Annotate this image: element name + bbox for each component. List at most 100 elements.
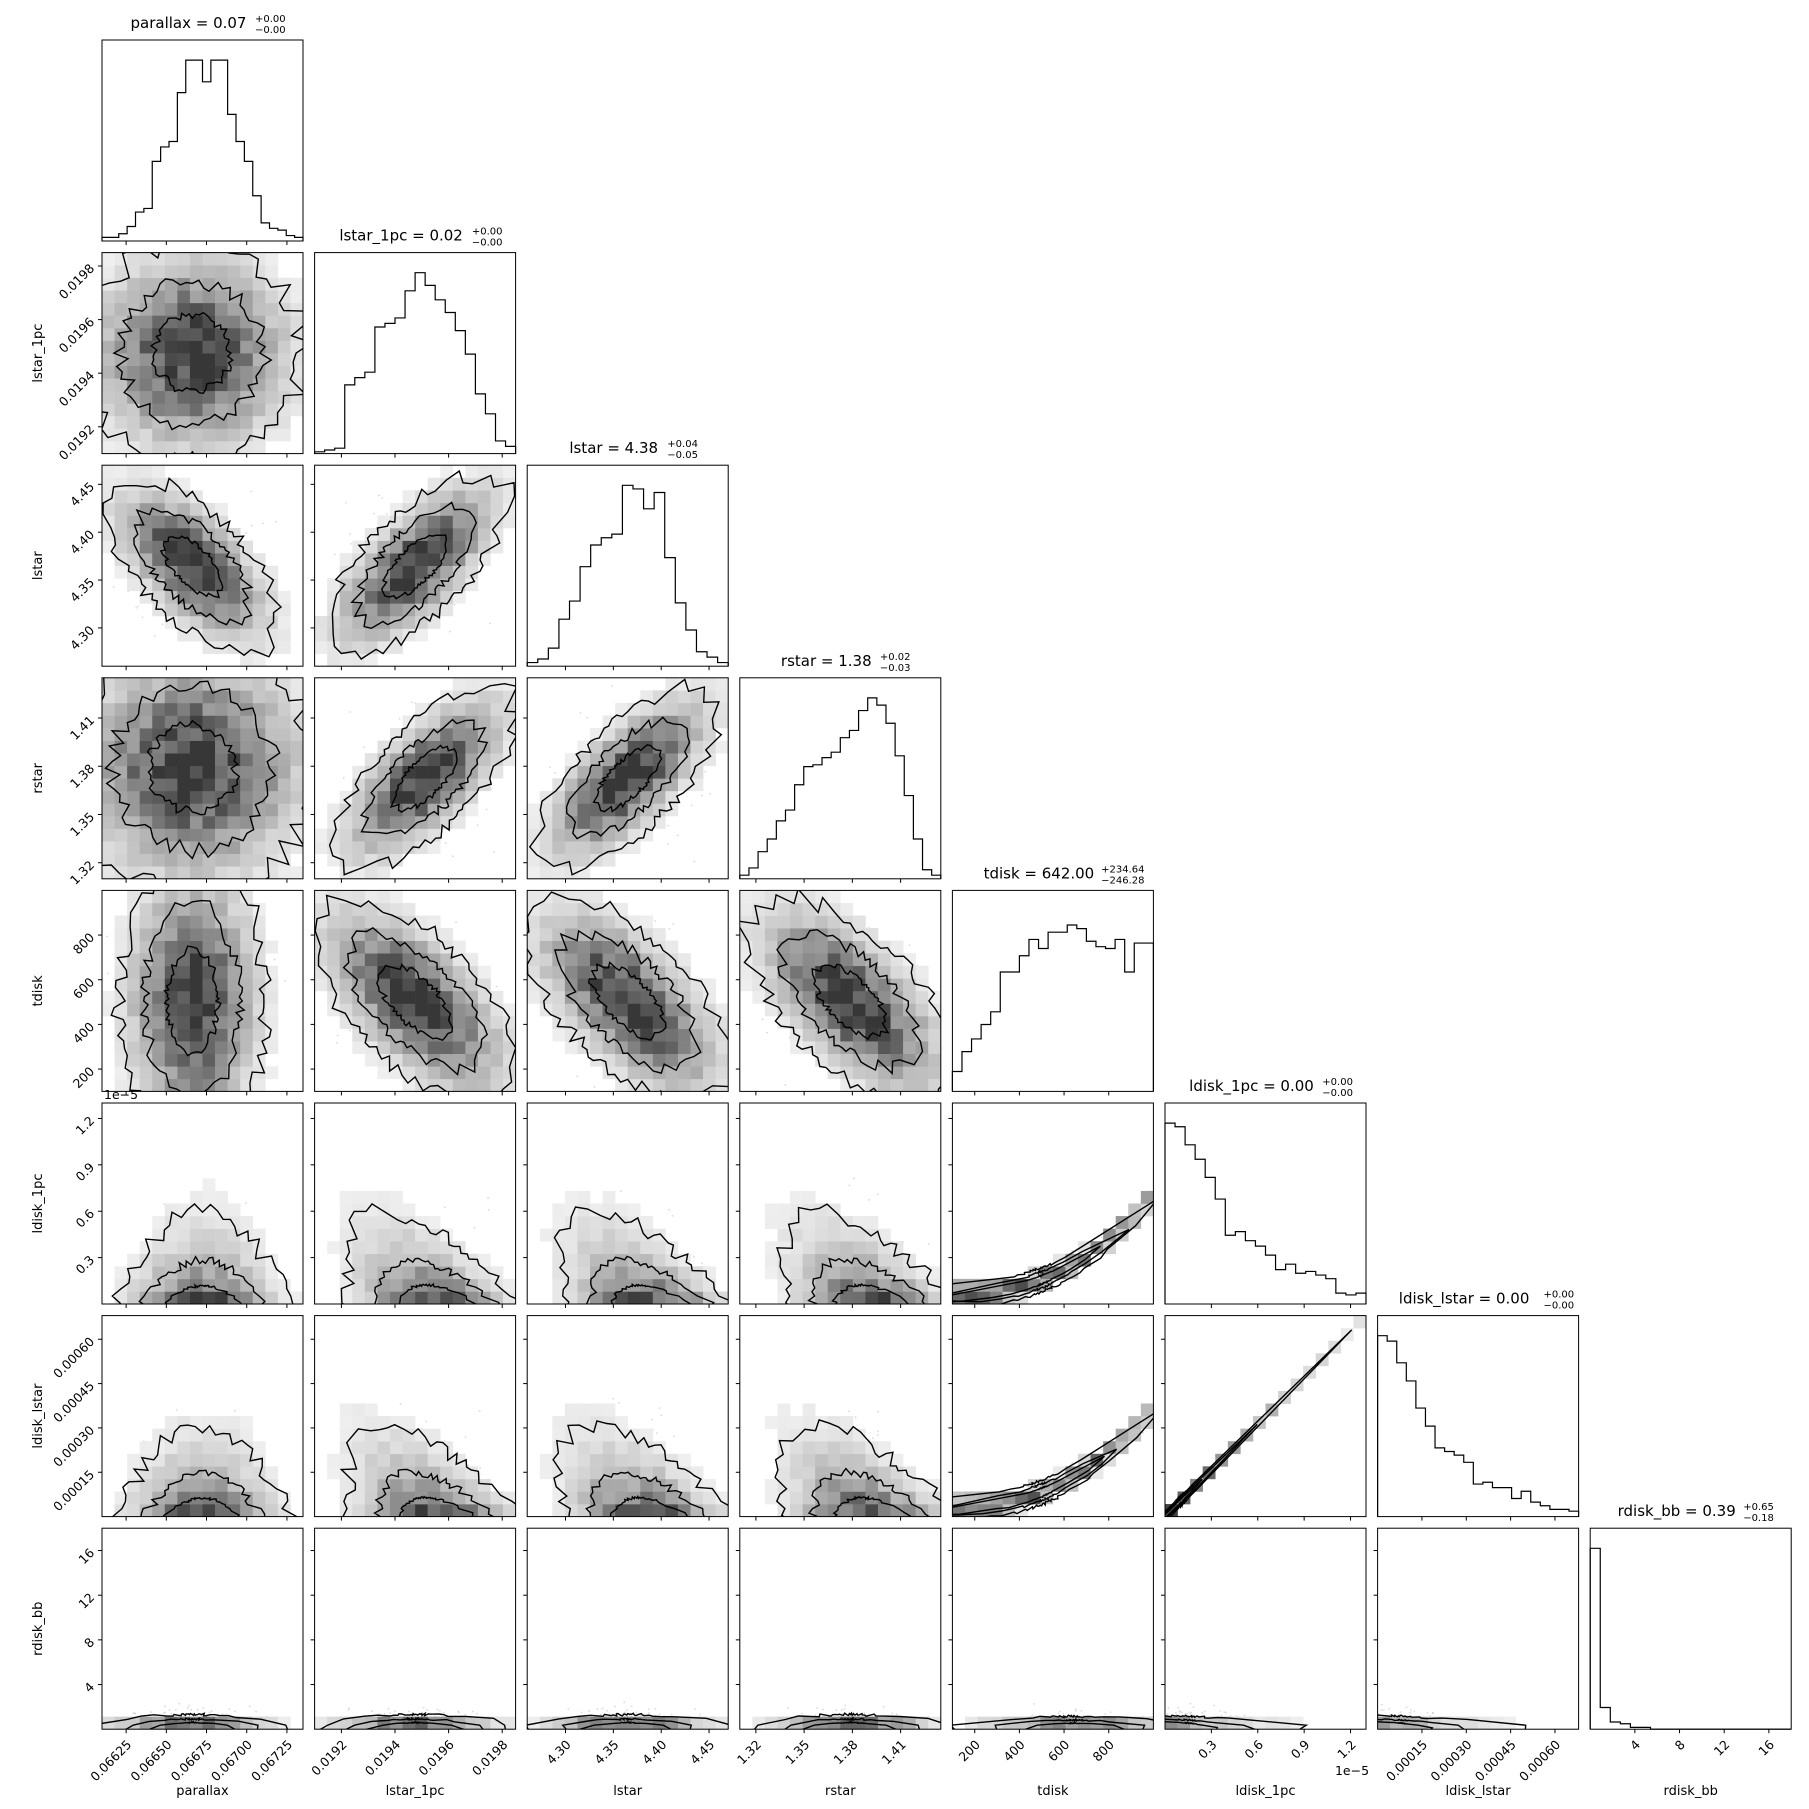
- density-cell: [402, 1078, 416, 1092]
- density-cell: [903, 1016, 916, 1029]
- density-cell: [227, 315, 241, 329]
- density-cell: [652, 715, 666, 729]
- density-cell: [503, 1053, 516, 1067]
- density-cell: [465, 578, 479, 592]
- density-cell: [477, 728, 491, 741]
- density-cell: [665, 740, 679, 754]
- density-cell: [139, 477, 153, 491]
- density-cell: [164, 290, 178, 304]
- panel-frame: [101, 677, 304, 880]
- density-cell: [164, 302, 178, 316]
- density-cell: [903, 1053, 916, 1067]
- density-cell: [215, 890, 228, 904]
- density-cell: [177, 702, 191, 716]
- density-cell: [539, 940, 553, 954]
- density-cell: [364, 902, 378, 916]
- density-cell: [327, 815, 341, 829]
- density-cell: [152, 803, 166, 817]
- density-cell: [677, 953, 691, 967]
- density-cell: [164, 815, 178, 829]
- density-cell: [290, 815, 303, 829]
- density-cell: [127, 1003, 140, 1017]
- density-cell: [402, 1241, 416, 1255]
- density-cell: [164, 265, 178, 279]
- density-cell: [240, 1278, 254, 1292]
- density-cell: [202, 515, 216, 529]
- density-cell: [290, 277, 303, 291]
- density-cell: [127, 578, 140, 592]
- density-cell: [352, 1216, 366, 1229]
- density-cell: [564, 965, 578, 979]
- density-cell: [440, 1253, 454, 1267]
- density-cell: [552, 1253, 566, 1267]
- density-cell: [503, 1003, 516, 1017]
- density-cell: [339, 641, 353, 654]
- density-cell: [777, 928, 791, 941]
- density-cell: [202, 353, 216, 366]
- density-cell: [703, 677, 716, 691]
- density-cell: [640, 740, 654, 754]
- density-cell: [164, 1041, 178, 1055]
- density-cell: [840, 1266, 854, 1280]
- density-cell: [290, 765, 303, 779]
- density-cell: [227, 578, 241, 592]
- density-cell: [564, 1291, 578, 1304]
- panel-content: [314, 890, 516, 1092]
- sample-point: [175, 1408, 178, 1411]
- density-cell: [164, 953, 178, 967]
- density-cell: [277, 702, 291, 716]
- density-cell: [215, 1278, 228, 1292]
- density-cell: [389, 502, 403, 516]
- density-cell: [352, 778, 366, 792]
- density-cell: [415, 778, 428, 792]
- density-cell: [602, 778, 616, 792]
- density-cell: [377, 790, 391, 804]
- contour-level-3: [587, 961, 667, 1041]
- density-cell: [139, 841, 153, 854]
- density-cell: [152, 378, 166, 392]
- density-cell: [440, 1041, 454, 1055]
- density-cell: [690, 740, 704, 754]
- density-cell: [277, 740, 291, 754]
- panel-frame: [101, 464, 304, 667]
- density-cell: [202, 327, 216, 341]
- density-cell: [189, 928, 203, 941]
- density-cell: [764, 978, 778, 992]
- density-cell: [665, 1003, 679, 1017]
- density-cell: [852, 1041, 866, 1055]
- density-cell: [189, 728, 203, 741]
- density-cell: [252, 641, 266, 654]
- density-cell: [665, 978, 679, 992]
- density-cell: [389, 528, 403, 541]
- density-cell: [227, 790, 241, 804]
- density-cell: [564, 902, 578, 916]
- density-cell: [102, 428, 115, 442]
- density-cell: [415, 1266, 428, 1280]
- panel-title: rdisk_bb = 0.39: [1618, 1502, 1736, 1521]
- density-cell: [252, 953, 266, 967]
- density-cell: [840, 1228, 854, 1242]
- density-cell: [877, 1078, 891, 1092]
- density-cell: [277, 641, 291, 654]
- contour-level-1: [340, 1202, 516, 1304]
- density-cell: [389, 978, 403, 992]
- density-cell: [189, 1478, 203, 1492]
- density-cell: [915, 1266, 929, 1280]
- density-cell: [290, 378, 303, 392]
- density-cell: [577, 866, 591, 879]
- density-cell: [227, 1278, 241, 1292]
- density-cell: [227, 265, 241, 279]
- density-cell: [802, 1028, 816, 1042]
- density-cell: [139, 866, 153, 879]
- density-cell: [240, 590, 254, 604]
- density-cell: [389, 540, 403, 554]
- density-cell: [665, 1241, 679, 1255]
- density-cell: [427, 753, 441, 767]
- density-cell: [852, 1228, 866, 1242]
- density-cell: [152, 327, 166, 341]
- density-cell: [577, 790, 591, 804]
- density-cell: [164, 353, 178, 366]
- density-cell: [377, 828, 391, 842]
- density-cell: [114, 866, 128, 879]
- sample-point: [350, 542, 353, 545]
